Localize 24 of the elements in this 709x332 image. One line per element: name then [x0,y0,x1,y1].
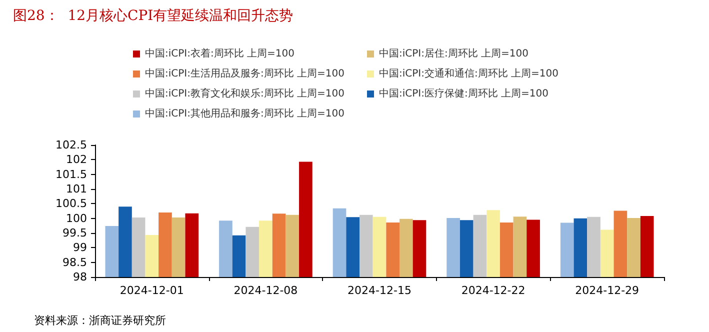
x-tick-label: 2024-12-22 [461,284,526,297]
x-tick-label: 2024-12-29 [575,284,640,297]
y-tick-label: 98 [73,270,87,284]
x-tick-label: 2024-12-15 [348,284,412,297]
y-tick-label: 99.5 [62,226,87,240]
legend-label: 中国:iCPI:交通和通信:周环比 上周=100 [379,68,558,80]
chart-title: 图28： 12月核心CPI有望延续温和回升态势 [13,8,294,24]
x-tick-label: 2024-12-08 [234,284,298,297]
legend-label: 中国:iCPI:生活用品及服务:周环比 上周=100 [145,68,344,80]
y-tick-label: 101.5 [56,168,87,181]
y-tick-label: 100 [66,212,87,225]
y-tick-label: 102 [66,153,87,166]
y-tick-label: 100.5 [56,197,87,210]
legend-label: 中国:iCPI:居住:周环比 上周=100 [379,48,528,60]
x-tick-label: 2024-12-01 [120,284,184,297]
legend-label: 中国:iCPI:医疗保健:周环比 上周=100 [379,88,548,100]
y-tick-label: 102.5 [56,138,87,152]
legend-label: 中国:iCPI:教育文化和娱乐:周环比 上周=100 [145,88,344,100]
y-tick-label: 98.5 [62,256,87,269]
y-tick-label: 99 [73,241,87,254]
legend-label: 中国:iCPI:衣着:周环比 上周=100 [145,48,294,60]
legend-label: 中国:iCPI:其他用品和服务:周环比 上周=100 [145,108,344,120]
y-tick-label: 101 [66,182,87,196]
text: 资料来源：浙商证券研究所 [34,314,166,327]
